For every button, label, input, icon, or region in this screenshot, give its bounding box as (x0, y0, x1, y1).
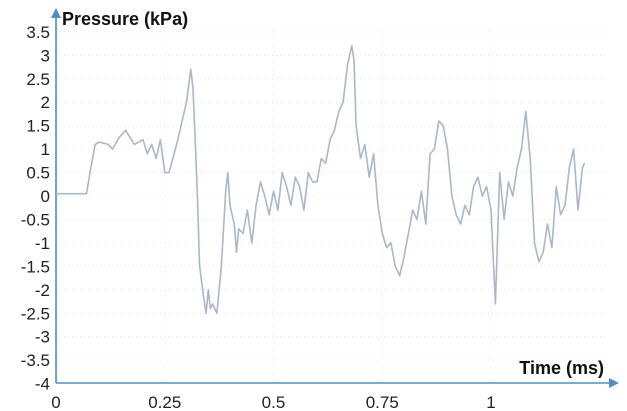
y-tick-labels: 3.5 3 2.5 2 1.5 1 0.5 0 -0.5 -1 -1.5 -2 -2.5 -3 -3.5 -4 (21, 23, 50, 394)
y-tick-label: -2 (35, 281, 50, 300)
y-tick-label: -3 (35, 328, 50, 347)
x-tick-label: 1 (486, 393, 495, 411)
grid (56, 27, 605, 383)
y-tick-label: 3 (41, 46, 50, 65)
y-tick-label: 0.5 (26, 164, 50, 183)
x-axis-arrow (609, 378, 619, 388)
y-tick-label: -1.5 (21, 257, 50, 276)
y-tick-label: 1 (41, 140, 50, 159)
y-tick-label: -1 (35, 234, 50, 253)
y-tick-label: 2 (41, 93, 50, 112)
y-axis-label: Pressure (kPa) (62, 9, 188, 29)
y-tick-label: 1.5 (26, 117, 50, 136)
pressure-series-line (56, 45, 586, 315)
series (56, 45, 586, 315)
y-tick-label: 2.5 (26, 70, 50, 89)
y-tick-label: -4 (35, 375, 50, 394)
y-tick-label: 3.5 (26, 23, 50, 42)
axes (51, 8, 619, 388)
x-tick-label: 0 (51, 393, 60, 411)
x-tick-label: 0.5 (262, 393, 286, 411)
x-tick-label: 0.25 (148, 393, 181, 411)
y-axis-arrow (51, 8, 61, 18)
y-tick-label: -2.5 (21, 304, 50, 323)
y-tick-label: -3.5 (21, 351, 50, 370)
y-tick-label: -0.5 (21, 210, 50, 229)
x-tick-label: 0.75 (366, 393, 399, 411)
x-tick-labels: 0 0.25 0.5 0.75 1 (51, 393, 495, 411)
y-tick-label: 0 (41, 187, 50, 206)
x-axis-label: Time (ms) (519, 358, 604, 378)
